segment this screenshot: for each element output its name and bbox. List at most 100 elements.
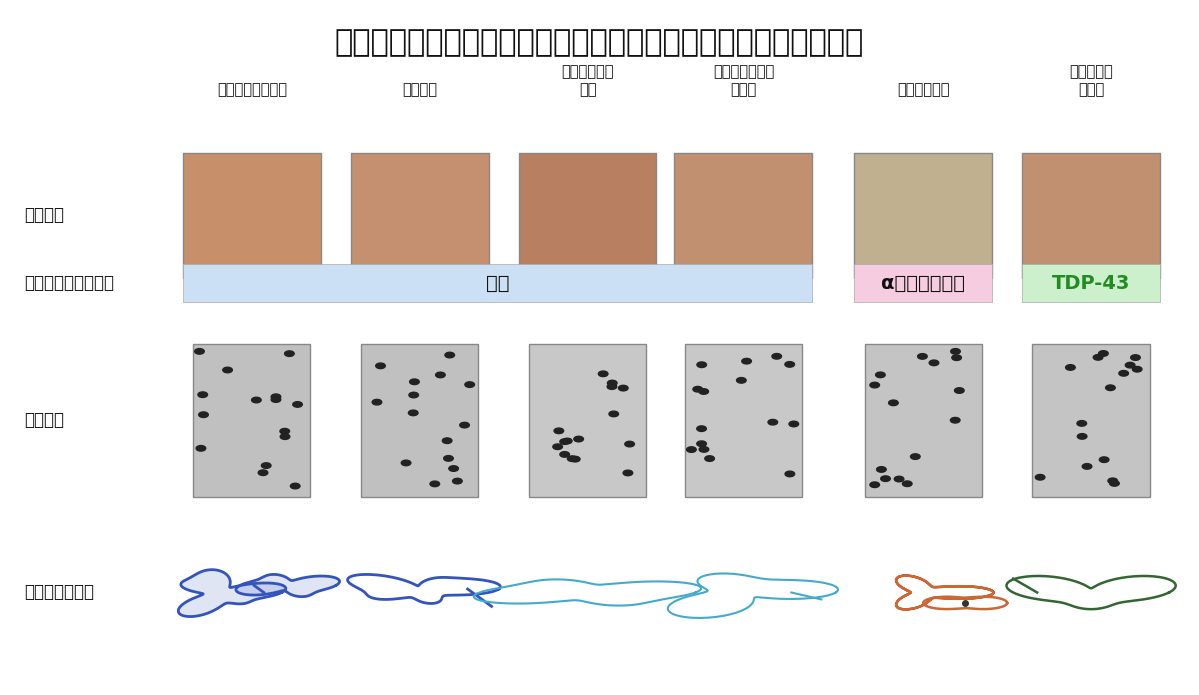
Circle shape [619, 385, 628, 391]
Text: TDP-43: TDP-43 [1052, 274, 1131, 293]
Text: アルツハイマー病: アルツハイマー病 [217, 82, 287, 97]
Circle shape [881, 476, 891, 482]
Circle shape [562, 439, 572, 444]
Circle shape [293, 402, 302, 407]
Circle shape [571, 457, 580, 462]
Circle shape [567, 456, 577, 461]
Circle shape [699, 389, 709, 394]
Circle shape [954, 388, 964, 393]
Circle shape [261, 463, 271, 468]
FancyBboxPatch shape [182, 264, 813, 302]
Circle shape [929, 360, 939, 366]
Circle shape [1109, 481, 1119, 486]
FancyBboxPatch shape [529, 344, 646, 497]
Circle shape [903, 481, 912, 486]
Circle shape [198, 392, 207, 398]
Circle shape [1108, 478, 1117, 484]
Circle shape [952, 355, 962, 361]
Circle shape [705, 456, 715, 461]
Circle shape [623, 470, 633, 475]
Circle shape [290, 483, 300, 489]
Circle shape [430, 481, 440, 486]
Circle shape [870, 382, 880, 388]
Circle shape [194, 349, 204, 354]
Text: 折りたたみ構造: 折りたたみ構造 [24, 584, 94, 601]
Circle shape [687, 447, 697, 452]
Text: 進行性核上性
麻痺: 進行性核上性 麻痺 [561, 64, 614, 97]
Circle shape [199, 412, 209, 418]
Circle shape [410, 379, 420, 384]
FancyBboxPatch shape [182, 153, 321, 278]
Text: ピック病: ピック病 [402, 82, 438, 97]
Circle shape [554, 428, 564, 434]
Circle shape [1105, 385, 1115, 391]
Polygon shape [236, 574, 339, 597]
Text: 病理構成タンパク質: 病理構成タンパク質 [24, 275, 114, 292]
FancyBboxPatch shape [361, 344, 478, 497]
Circle shape [197, 445, 206, 451]
Circle shape [284, 351, 294, 357]
Circle shape [789, 421, 799, 427]
Circle shape [223, 367, 233, 373]
Circle shape [607, 384, 616, 389]
FancyBboxPatch shape [674, 153, 813, 278]
Circle shape [699, 447, 709, 452]
Circle shape [409, 392, 418, 398]
FancyBboxPatch shape [518, 153, 657, 278]
Circle shape [625, 441, 634, 447]
Circle shape [402, 460, 411, 466]
Circle shape [435, 372, 445, 377]
Circle shape [785, 471, 795, 477]
FancyBboxPatch shape [1022, 264, 1161, 302]
Circle shape [769, 419, 778, 425]
Circle shape [1131, 354, 1140, 360]
Circle shape [951, 349, 960, 354]
FancyBboxPatch shape [1022, 153, 1161, 278]
Circle shape [372, 400, 381, 405]
Text: 多系統萎縮症: 多系統萎縮症 [897, 82, 950, 97]
Circle shape [448, 466, 458, 471]
Circle shape [258, 470, 267, 475]
FancyBboxPatch shape [685, 344, 802, 497]
Circle shape [452, 478, 462, 484]
Circle shape [609, 411, 619, 417]
Circle shape [608, 380, 617, 386]
Polygon shape [179, 570, 285, 616]
Text: αシヌクレイン: αシヌクレイン [881, 274, 965, 293]
Circle shape [409, 410, 418, 416]
Circle shape [553, 444, 562, 450]
Circle shape [772, 354, 782, 359]
Text: タウ: タウ [486, 274, 510, 293]
Circle shape [598, 371, 608, 377]
Circle shape [1132, 366, 1141, 372]
Circle shape [888, 400, 898, 406]
Circle shape [1078, 434, 1087, 439]
Circle shape [697, 362, 706, 368]
Circle shape [910, 454, 920, 459]
Circle shape [375, 363, 385, 368]
Circle shape [697, 441, 706, 446]
Circle shape [1066, 365, 1076, 370]
Text: 大脳皮質基底核
変性症: 大脳皮質基底核 変性症 [712, 64, 775, 97]
Circle shape [697, 426, 706, 432]
Circle shape [785, 361, 795, 367]
Circle shape [279, 428, 289, 434]
Circle shape [560, 452, 570, 457]
Circle shape [742, 359, 752, 364]
FancyBboxPatch shape [854, 153, 993, 278]
Circle shape [870, 482, 880, 487]
Circle shape [444, 456, 453, 461]
Circle shape [1093, 354, 1103, 360]
FancyBboxPatch shape [1032, 344, 1150, 497]
Circle shape [465, 382, 475, 387]
Circle shape [736, 377, 746, 383]
Text: 線維形態: 線維形態 [24, 411, 64, 430]
Circle shape [1099, 457, 1109, 462]
Circle shape [574, 436, 584, 442]
Circle shape [560, 439, 570, 444]
Circle shape [875, 372, 885, 377]
Circle shape [1083, 464, 1092, 469]
Circle shape [951, 418, 960, 423]
Circle shape [1035, 475, 1044, 480]
Circle shape [876, 466, 886, 472]
